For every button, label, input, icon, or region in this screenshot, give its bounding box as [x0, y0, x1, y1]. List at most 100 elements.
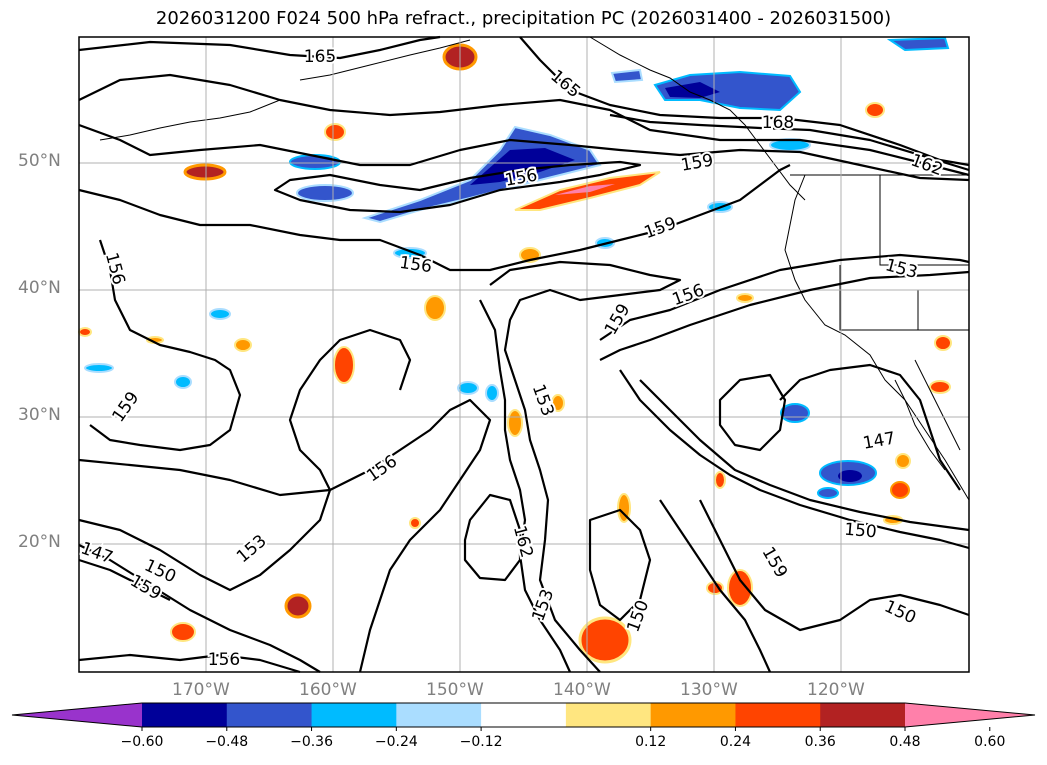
colorbar-tick-label: −0.24: [374, 734, 418, 750]
lat-label-50n: 50°N: [18, 151, 61, 171]
colorbar-segment: [226, 703, 313, 727]
precip-blob: [78, 327, 92, 337]
colorbar-tick-label: 0.60: [974, 734, 1006, 750]
contour-159-north: [78, 123, 970, 182]
precip-blob: [736, 293, 754, 303]
precip-blob: [714, 471, 726, 489]
precip-blob: [393, 247, 427, 259]
contour-168: [609, 113, 970, 172]
colorbar-tick-label: −0.36: [290, 734, 333, 750]
precip-blob: [865, 102, 885, 118]
contour-loop-east: [718, 373, 787, 452]
colorbar-tick-label: −0.60: [120, 734, 164, 750]
contour-156-bottom: [78, 653, 301, 674]
precip-blob: [409, 517, 421, 529]
precip-blob: [296, 184, 354, 202]
lat-label-40n: 40°N: [18, 278, 61, 298]
map-frame: [78, 36, 970, 673]
contour-159-center: [479, 299, 572, 673]
contour-153-ring: [489, 260, 682, 673]
contour-147-pacific: [78, 558, 171, 601]
colorbar-extend-low: [12, 703, 142, 727]
contour-162: [78, 73, 970, 177]
precip-blob: [457, 381, 479, 395]
precip-blob: [485, 384, 499, 402]
contour-150-south: [699, 499, 970, 632]
colorbar-tick-label: 0.36: [804, 734, 836, 750]
map-title: 2026031200 F024 500 hPa refract., precip…: [155, 8, 892, 29]
precip-blob: [838, 470, 862, 482]
precip-blob: [333, 346, 355, 384]
refractivity-contours: [78, 35, 970, 674]
colorbar-segment: [650, 703, 736, 727]
colorbar-segment: [735, 703, 821, 727]
contour-165-top: [78, 35, 441, 60]
coastlines: [99, 36, 970, 501]
lon-label-150w: 150°W: [426, 680, 484, 700]
contour-150-baja: [779, 363, 961, 491]
precip-blob: [617, 493, 631, 523]
contour-153-pacific: [78, 328, 412, 592]
contour-147-east: [639, 379, 970, 532]
precip-blob: [324, 123, 346, 141]
contour-156-north: [78, 164, 791, 272]
contour-label: 168: [762, 113, 794, 133]
precip-blob: [727, 569, 753, 607]
contour-156-west: [89, 239, 242, 452]
precip-blob: [209, 308, 231, 320]
colorbar-segment: [142, 703, 228, 727]
precip-blob: [424, 295, 446, 321]
precip-blob: [929, 380, 951, 394]
colorbar-tick-label: 0.48: [889, 734, 921, 750]
colorbar-segment: [820, 703, 906, 727]
colorbar-tick-label: 0.12: [635, 734, 667, 750]
colorbar-tick-label: −0.12: [459, 734, 503, 750]
precip-blob: [780, 403, 810, 423]
coastline-baja: [894, 359, 961, 471]
precip-band-blue-core: [470, 148, 575, 185]
contour-156-pacific: [78, 398, 492, 673]
lat-label-30n: 30°N: [18, 405, 61, 425]
coastline-aleutians: [99, 99, 281, 141]
colorbar-extend-high: [905, 703, 1035, 727]
colorbar: [11, 702, 1036, 731]
lon-label-120w: 120°W: [807, 680, 865, 700]
precip-blob: [890, 481, 910, 499]
contour-150-east: [619, 369, 970, 550]
lon-label-130w: 130°W: [680, 680, 738, 700]
contour-165-right: [519, 36, 970, 167]
coastline-na-west: [784, 174, 970, 501]
contour-label: 153: [528, 587, 558, 624]
contour-159-mid: [273, 160, 642, 214]
contour-150-pacific: [78, 544, 321, 673]
lon-label-140w: 140°W: [553, 680, 611, 700]
border-states: [839, 175, 969, 331]
precip-blob: [183, 163, 227, 181]
contour-label: 156: [208, 650, 240, 670]
precip-blob: [284, 593, 312, 619]
contour-loop-south: [588, 508, 652, 622]
precip-blob-top: [886, 36, 950, 52]
contour-label: 165: [304, 47, 336, 67]
contour-156-center: [599, 253, 970, 341]
precip-blob: [507, 409, 523, 437]
colorbar-segment: [565, 703, 652, 727]
colorbar-tick-label: −0.48: [205, 734, 249, 750]
gridlines: [79, 37, 969, 672]
precip-blob: [817, 487, 839, 499]
precip-blob: [234, 338, 252, 352]
precip-blob-alaska: [653, 70, 802, 112]
precip-blob: [174, 375, 192, 389]
contour-159-south: [659, 499, 772, 673]
precip-blob: [934, 335, 952, 351]
precip-blob: [551, 394, 565, 412]
precip-blob: [170, 622, 196, 642]
precip-blob: [84, 363, 114, 373]
contour-label: 150: [843, 520, 877, 543]
lat-label-20n: 20°N: [18, 532, 61, 552]
colorbar-segment: [481, 703, 567, 727]
precip-blob: [578, 616, 632, 664]
colorbar-tick-label: 0.24: [719, 734, 752, 750]
lon-label-170w: 170°W: [172, 680, 230, 700]
precip-blob-topmid: [610, 68, 644, 84]
